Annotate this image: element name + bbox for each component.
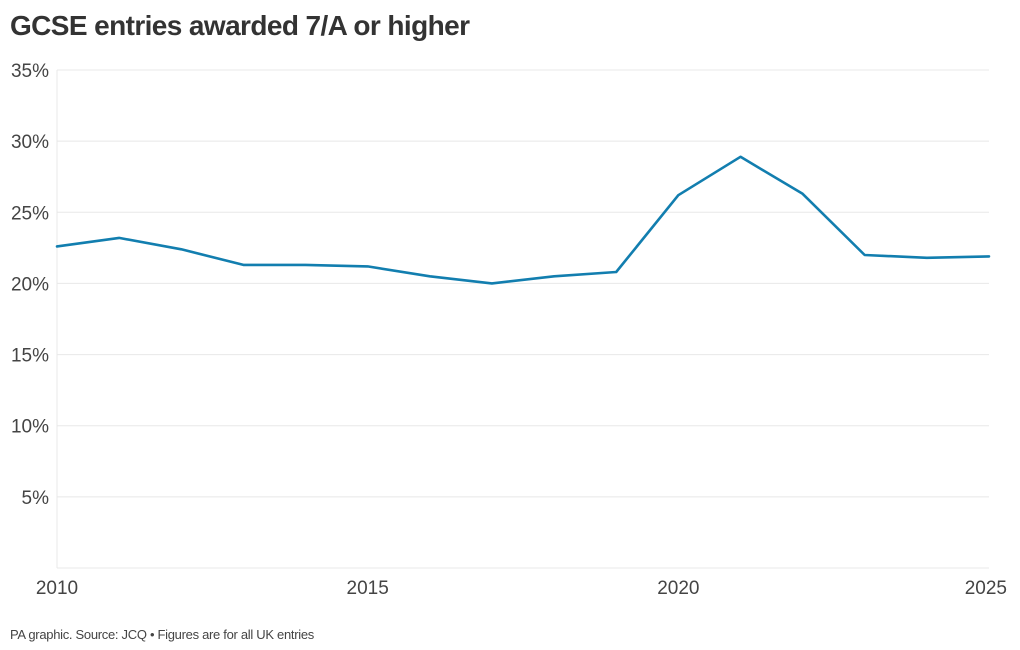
y-tick-label-10: 10%	[11, 417, 49, 438]
x-tick-label-2025: 2025	[965, 578, 1007, 599]
y-tick-labels: 5% 10% 15% 20% 25% 30% 35%	[11, 61, 49, 509]
x-tick-label-2015: 2015	[347, 578, 389, 599]
chart-title: GCSE entries awarded 7/A or higher	[10, 10, 470, 41]
y-tick-label-25: 25%	[11, 203, 49, 224]
axes	[56, 70, 989, 569]
x-tick-labels: 2010 2015 2020 2025	[36, 578, 1007, 599]
grid-lines	[57, 69, 989, 498]
y-tick-label-35: 35%	[11, 61, 49, 82]
x-tick-label-2020: 2020	[657, 578, 699, 599]
line-chart: 5% 10% 15% 20% 25% 30% 35% 2010 2015 2020 2025	[11, 61, 1007, 599]
x-tick-label-2010: 2010	[36, 578, 78, 599]
y-tick-label-5: 5%	[22, 488, 50, 509]
y-tick-label-20: 20%	[11, 274, 49, 295]
y-tick-label-30: 30%	[11, 132, 49, 153]
y-tick-label-15: 15%	[11, 346, 49, 367]
series-line-0	[55, 155, 991, 285]
source-note: PA graphic. Source: JCQ • Figures are fo…	[10, 627, 314, 642]
series-layer	[55, 155, 991, 285]
